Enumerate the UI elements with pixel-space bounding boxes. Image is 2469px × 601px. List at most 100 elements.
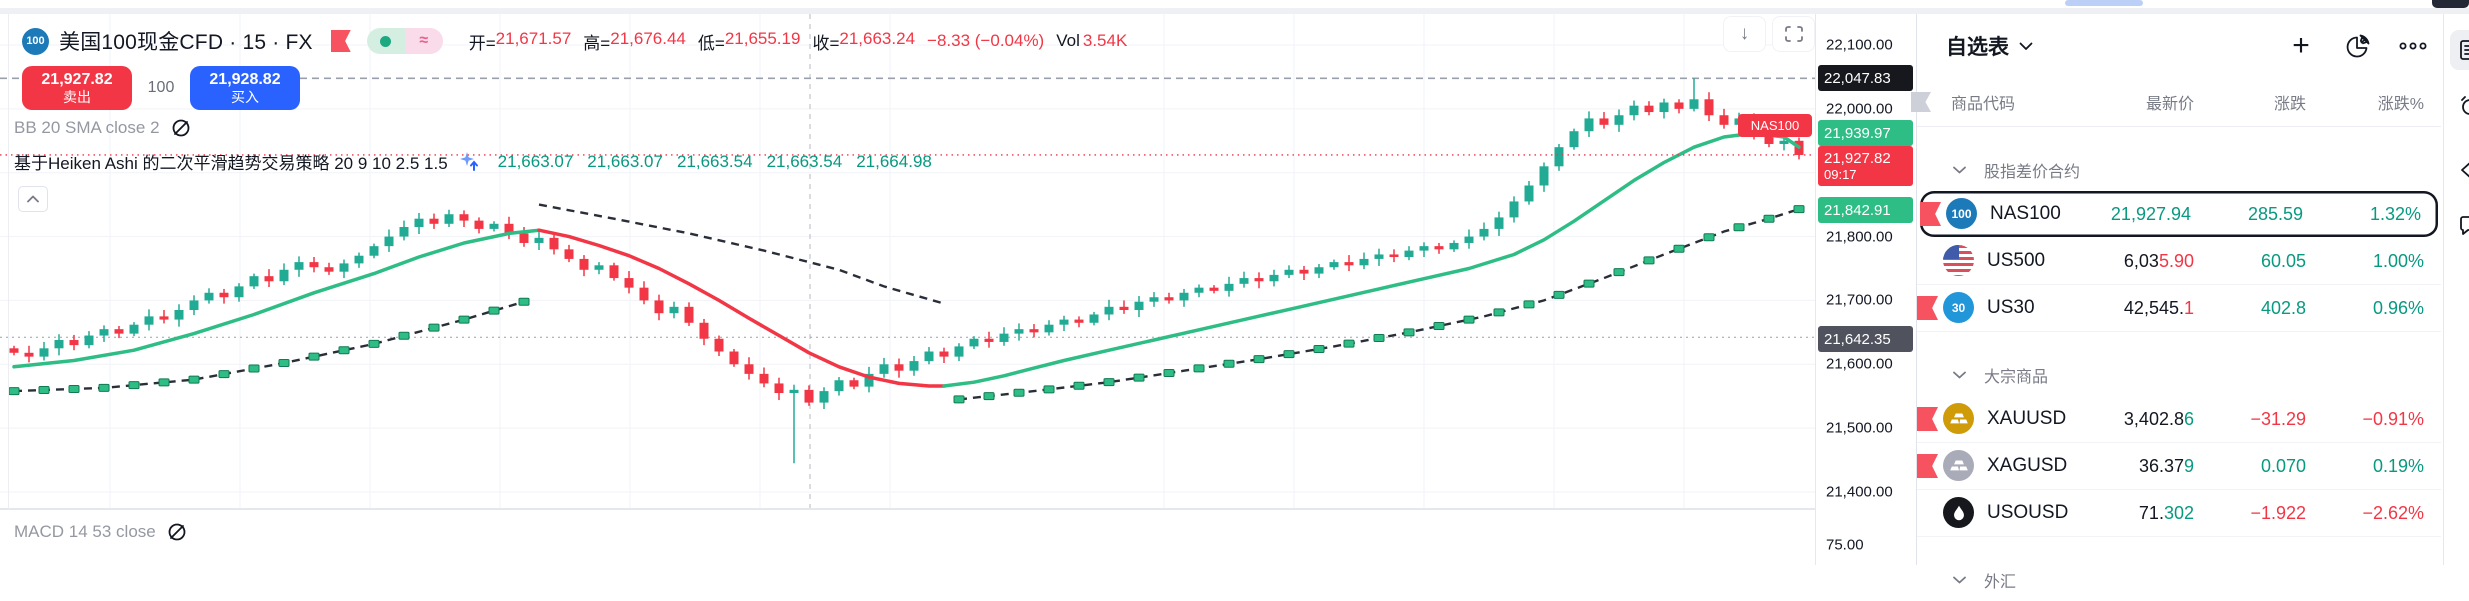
change-percent: −0.91%	[2362, 408, 2424, 429]
ohlc-label: 低=	[697, 33, 725, 53]
plus-icon: +	[2292, 29, 2310, 62]
position-label[interactable]: NAS100	[1738, 114, 1812, 137]
watchlist-section[interactable]: 股指差价合约	[1917, 149, 2441, 191]
pane-separator[interactable]	[0, 508, 1914, 510]
axis-price-label: 21,939.97	[1824, 124, 1891, 142]
axis-tick: 75.00	[1826, 536, 1864, 554]
more-options-button[interactable]	[2385, 26, 2441, 66]
symbol-title[interactable]: 美国100现金CFD · 15 · FX	[59, 31, 313, 54]
section-label: 大宗商品	[1984, 369, 2049, 386]
watchlist-section[interactable]: 外汇	[1917, 559, 2441, 601]
watchlist-row-xagusd[interactable]: XAGUSD 36.379 0.070 0.19%	[1917, 443, 2441, 490]
watchlist-row-xauusd[interactable]: XAUUSD 3,402.86 −31.29 −0.91%	[1917, 396, 2441, 443]
column-symbol[interactable]: 商品代码	[1951, 96, 2016, 113]
buy-label: 买入	[231, 89, 259, 106]
watchlist-title-menu[interactable]: 自选表	[1946, 31, 2033, 61]
last-price: 71.302	[2138, 502, 2194, 523]
axis-price-label: 21,842.91	[1824, 201, 1891, 219]
trade-widget: 21,927.82 卖出 100 21,928.82 买入	[22, 66, 300, 110]
watchlist-row-us500[interactable]: US500 6,035.90 60.05 1.00%	[1917, 238, 2441, 285]
more-icon	[2399, 42, 2427, 50]
quantity-field[interactable]: 100	[132, 77, 190, 99]
top-edge-fragment	[2065, 0, 2143, 6]
bb-label: BB 20 SMA close 2	[14, 118, 160, 137]
indicator-macd[interactable]: MACD 14 53 close	[14, 521, 188, 543]
symbol-name: USOUSD	[1987, 502, 2069, 523]
strategy-value: 21,664.98	[856, 151, 932, 171]
change-value: −8.33 (−0.04%)	[927, 31, 1045, 50]
symbol-logo	[1943, 245, 1974, 276]
ohlc-value: 21,676.44	[610, 28, 686, 48]
column-change[interactable]: 涨跌	[2273, 96, 2306, 113]
axis-tick: 21,400.00	[1826, 483, 1893, 501]
column-last-price[interactable]: 最新价	[2145, 96, 2194, 113]
change-value: 285.59	[2247, 203, 2303, 224]
watchlist-tab-button[interactable]	[2450, 30, 2469, 70]
symbol-name: NAS100	[1990, 203, 2061, 224]
fullscreen-icon	[1784, 26, 1803, 42]
sparkle-icon[interactable]	[458, 150, 482, 174]
axis-tick: 21,700.00	[1826, 291, 1893, 309]
column-change-pct[interactable]: 涨跌%	[2377, 96, 2424, 113]
ohlc-value: 21,663.24	[839, 28, 916, 48]
double-chevron-icon	[2461, 162, 2469, 178]
strategy-values: 21,663.07 21,663.07 21,663.54 21,663.54 21,6…	[498, 152, 932, 172]
market-status-pill[interactable]: ≈	[366, 28, 443, 54]
flag-icon[interactable]	[1917, 407, 1938, 431]
change-value: 60.05	[2260, 250, 2306, 271]
strategy-value: 21,663.54	[676, 151, 753, 171]
flag-icon[interactable]	[1917, 454, 1938, 478]
change-value: 0.070	[2260, 455, 2306, 476]
watchlist-icon	[2460, 40, 2469, 60]
chevron-down-icon	[2019, 42, 2033, 50]
chevron-down-icon	[1953, 576, 1966, 584]
flag-icon[interactable]	[1917, 296, 1938, 320]
add-symbol-button[interactable]: +	[2273, 26, 2329, 66]
last-price: 42,545.1	[2123, 297, 2194, 318]
flag-icon[interactable]	[1920, 202, 1941, 226]
ohlc-values: 开= 21,671.57 高= 21,676.44 低= 21,655.19 收= 21,66…	[469, 29, 1128, 54]
axis-label-box: 21,642.35	[1818, 326, 1913, 352]
last-price: 3,402.86	[2123, 408, 2194, 429]
change-percent: −2.62%	[2362, 502, 2424, 523]
candlestick-chart[interactable]	[0, 0, 1815, 565]
price-axis[interactable]: 22,100.00 22,000.00 21,800.00 21,700.00 21,6…	[1815, 14, 1915, 565]
top-strip	[0, 8, 2469, 14]
eye-off-icon[interactable]	[170, 117, 192, 139]
fullscreen-button[interactable]	[1772, 16, 1815, 52]
change-value: −31.29	[2250, 408, 2306, 429]
data-window-button[interactable]	[2450, 150, 2469, 190]
chat-button[interactable]	[2450, 206, 2469, 246]
flag-column-icon[interactable]	[1911, 92, 1931, 112]
symbol-logo: 100	[22, 27, 49, 55]
portfolio-pie-button[interactable]	[2329, 26, 2385, 66]
sell-button[interactable]: 21,927.82 卖出	[22, 66, 132, 110]
last-price: 6,035.90	[2123, 250, 2194, 271]
ohlc-value: 21,671.57	[495, 28, 572, 48]
watchlist-section[interactable]: 大宗商品	[1917, 354, 2441, 396]
change-percent: 0.19%	[2372, 455, 2424, 476]
symbol-name: XAGUSD	[1987, 455, 2068, 476]
change-percent: 0.96%	[2372, 297, 2424, 318]
eye-off-icon[interactable]	[166, 521, 188, 543]
ohlc-label: 开=	[468, 33, 496, 53]
change-value: 402.8	[2260, 297, 2306, 318]
watchlist-row-us30[interactable]: 30 US30 42,545.1 402.8 0.96%	[1917, 285, 2441, 332]
ohlc-label: 收=	[812, 33, 840, 53]
scroll-to-recent-button[interactable]: ↓	[1723, 16, 1766, 52]
flag-icon[interactable]	[330, 30, 351, 52]
watchlist-row-nas100[interactable]: 100 NAS100 21,927.94 285.59 1.32%	[1920, 191, 2438, 238]
sell-price: 21,927.82	[41, 70, 113, 88]
indicator-strategy[interactable]: 基于Heiken Ashi 的二次平滑趋势交易策略 20 9 10 2.5 1.…	[14, 149, 932, 174]
watchlist-row-usousd[interactable]: USOUSD 71.302 −1.922 −2.62%	[1917, 490, 2441, 537]
buy-button[interactable]: 21,928.82 买入	[190, 66, 300, 110]
collapse-pane-button[interactable]	[18, 186, 48, 212]
last-price: 36.379	[2138, 455, 2194, 476]
symbol-logo: 100	[1946, 198, 1977, 229]
pie-chart-icon	[2346, 34, 2369, 57]
indicator-bb[interactable]: BB 20 SMA close 2	[14, 117, 192, 139]
alerts-button[interactable]	[2450, 86, 2469, 126]
watchlist-panel: 自选表 + 商品代码 最新价 涨跌 涨跌%	[1911, 14, 2441, 591]
ohlc-value: 21,655.19	[724, 28, 801, 48]
strategy-value: 21,663.07	[497, 151, 574, 171]
